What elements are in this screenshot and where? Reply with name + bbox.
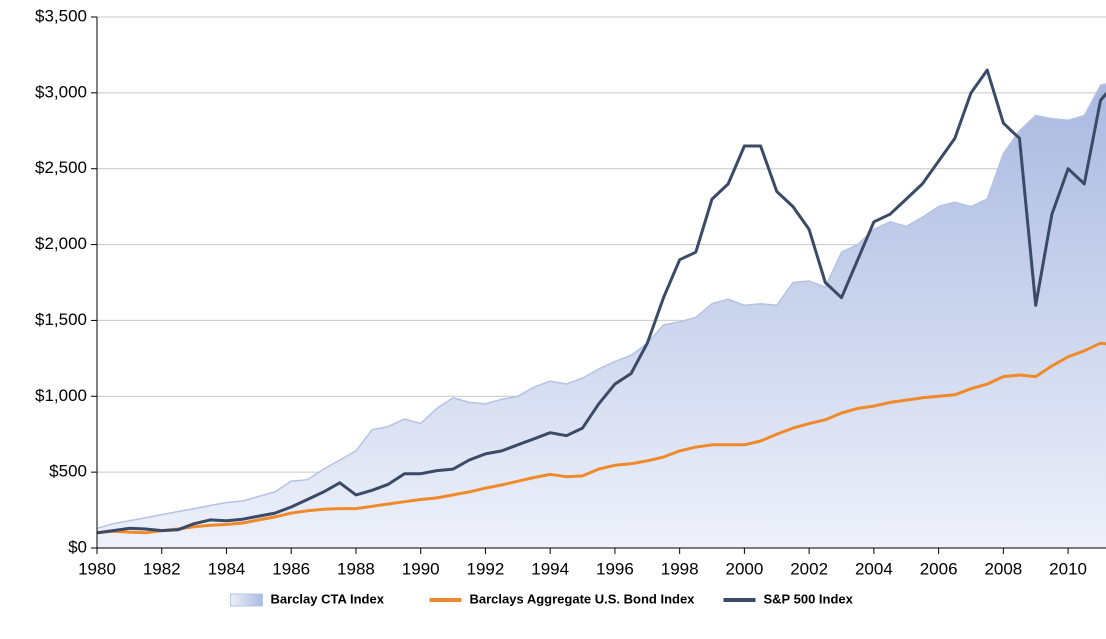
- x-tick-label: 1996: [596, 559, 634, 578]
- x-tick-label: 1992: [467, 559, 505, 578]
- y-tick-label: $3,000: [35, 82, 87, 101]
- x-tick-label: 1990: [402, 559, 440, 578]
- x-tick-label: 2000: [725, 559, 763, 578]
- y-tick-label: $3,500: [35, 6, 87, 25]
- y-tick-label: $500: [49, 462, 87, 481]
- x-tick-label: 1982: [143, 559, 181, 578]
- x-tick-label: 2010: [1049, 559, 1087, 578]
- legend-label: S&P 500 Index: [764, 591, 854, 606]
- y-tick-label: $1,500: [35, 310, 87, 329]
- line: [96, 341, 1106, 535]
- x-tick-label: 1986: [272, 559, 310, 578]
- legend-label: Barclay CTA Index: [271, 591, 385, 606]
- line: [96, 68, 1106, 535]
- x-tick-label: 1988: [337, 559, 375, 578]
- x-tick-label: 1980: [78, 559, 116, 578]
- y-tick-label: $2,000: [35, 234, 87, 253]
- y-tick-label: $1,000: [35, 386, 87, 405]
- x-tick-label: 2006: [920, 559, 958, 578]
- x-tick-label: 2002: [790, 559, 828, 578]
- area-edge: [96, 83, 1106, 530]
- x-tick-label: 2008: [984, 559, 1022, 578]
- x-tick-label: 1994: [531, 559, 569, 578]
- y-tick-label: $0: [68, 537, 87, 556]
- area: [97, 84, 1106, 548]
- x-tick-label: 1984: [208, 559, 246, 578]
- legend-swatch: [230, 593, 263, 607]
- legend-label: Barclays Aggregate U.S. Bond Index: [470, 591, 696, 606]
- y-tick-label: $2,500: [35, 158, 87, 177]
- x-tick-label: 1998: [661, 559, 699, 578]
- x-tick-label: 2004: [855, 559, 893, 578]
